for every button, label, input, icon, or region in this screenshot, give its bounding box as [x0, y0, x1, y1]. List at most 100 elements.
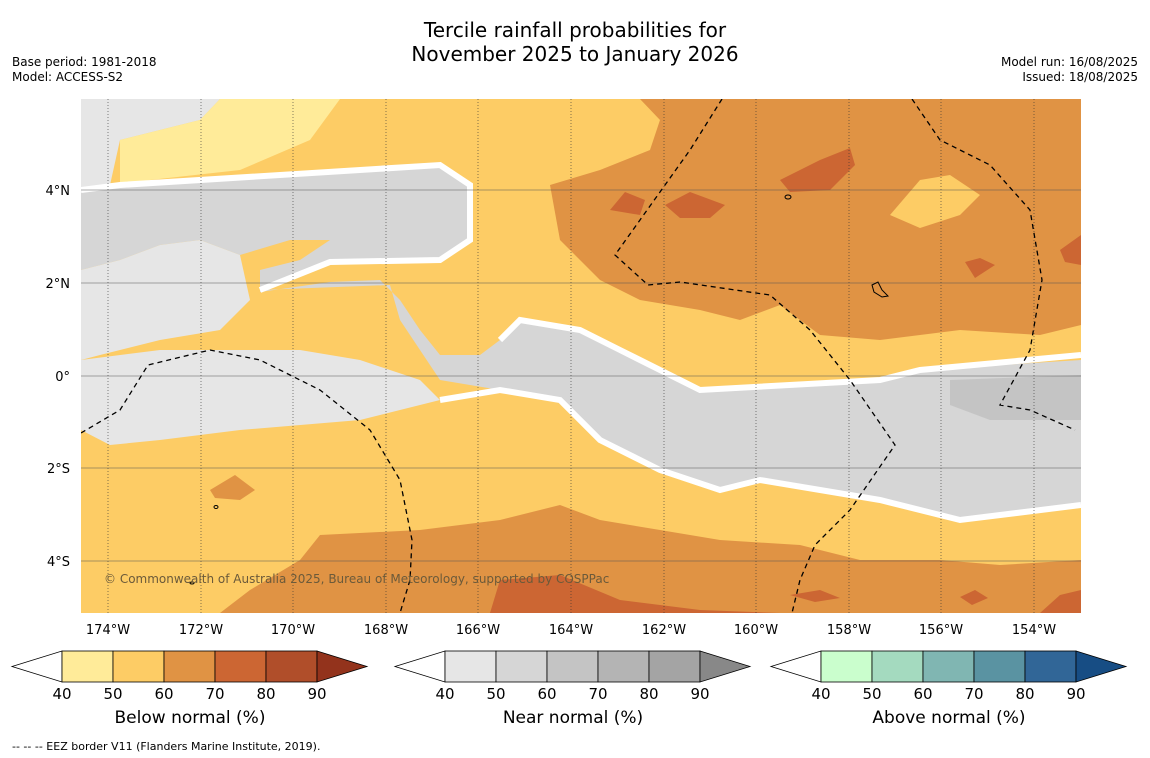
model-run: Model run: 16/08/2025	[1000, 55, 1138, 69]
map-title: Tercile rainfall probabilities for Novem…	[0, 18, 1150, 66]
above-colorbar-segment-50	[871, 650, 924, 683]
lon-tick-160w: 160°W	[734, 623, 778, 638]
near-colorbar-segment-80	[648, 650, 701, 683]
below-normal-50-patch-ne	[890, 175, 980, 228]
near-colorbar-high-arrow	[699, 650, 752, 683]
above-colorbar-tick-70: 70	[964, 685, 983, 703]
near-colorbar-tick-50: 50	[486, 685, 505, 703]
near-colorbar-segment-50	[495, 650, 548, 683]
lon-tick-164w: 164°W	[549, 623, 593, 638]
below-normal-60-region-ne	[550, 99, 1081, 340]
model-info: Base period: 1981-2018 Model: ACCESS-S2	[12, 55, 157, 85]
below-normal-70-patch-ne3	[780, 148, 855, 192]
lon-tick-174w: 174°W	[86, 623, 130, 638]
lat-tick-4s: 4°S	[47, 555, 70, 570]
issued-date: Issued: 18/08/2025	[1022, 70, 1138, 84]
below-normal-70-patch-ne1	[610, 192, 645, 215]
above-normal-label: Above normal (%)	[872, 708, 1026, 728]
lon-tick-162w: 162°W	[642, 623, 686, 638]
below-colorbar-tick-70: 70	[205, 685, 224, 703]
boundary-line-north	[81, 161, 473, 293]
above-colorbar-tick-80: 80	[1015, 685, 1034, 703]
below-normal-70-region-se	[1040, 590, 1081, 613]
above-normal-colorbar: 40 50 60 70 80 90	[769, 650, 1128, 703]
below-normal-40-region-nw	[120, 99, 340, 185]
eez-footnote: -- -- -- EEZ border V11 (Flanders Marine…	[12, 740, 321, 753]
colorbars: 40 50 60 70 80 90 40 50 60 70 80 90 40 50 60 70 80 90	[10, 650, 1128, 703]
eez-borders	[81, 99, 1076, 613]
below-colorbar-tick-40: 40	[52, 685, 71, 703]
below-normal-label: Below normal (%)	[114, 708, 266, 728]
above-colorbar-tick-50: 50	[862, 685, 881, 703]
below-colorbar-segment-40	[61, 650, 114, 683]
lon-tick-158w: 158°W	[827, 623, 871, 638]
above-colorbar-tick-60: 60	[913, 685, 932, 703]
near-colorbar-segment-60	[546, 650, 599, 683]
near-normal-label: Near normal (%)	[502, 708, 644, 728]
above-colorbar-segment-70	[973, 650, 1026, 683]
below-colorbar-tick-80: 80	[256, 685, 275, 703]
near-normal-50-region-main	[81, 165, 1081, 520]
below-colorbar-segment-80	[265, 650, 318, 683]
above-colorbar-segment-40	[820, 650, 873, 683]
lat-tick-0: 0°	[55, 370, 70, 385]
lon-tick-170w: 170°W	[271, 623, 315, 638]
lat-tick-4n: 4°N	[46, 184, 71, 199]
copyright-note: © Commonwealth of Australia 2025, Bureau…	[104, 572, 610, 586]
near-normal-40-region-equator	[81, 350, 440, 445]
title-line-2: November 2025 to January 2026	[411, 42, 739, 66]
near-colorbar-tick-80: 80	[639, 685, 658, 703]
below-colorbar-segment-60	[163, 650, 216, 683]
below-colorbar-high-arrow	[316, 650, 369, 683]
near-normal-40-region-west	[81, 240, 250, 360]
above-colorbar-tick-90: 90	[1066, 685, 1085, 703]
lat-tick-2s: 2°S	[47, 462, 70, 477]
lat-tick-2n: 2°N	[46, 277, 71, 292]
below-colorbar-tick-60: 60	[154, 685, 173, 703]
lon-tick-156w: 156°W	[919, 623, 963, 638]
islands	[189, 194, 890, 585]
below-colorbar-segment-50	[112, 650, 165, 683]
parallel-lines	[81, 189, 1081, 562]
base-period: Base period: 1981-2018	[12, 55, 157, 69]
lon-tick-168w: 168°W	[364, 623, 408, 638]
near-colorbar-segment-70	[597, 650, 650, 683]
lon-tick-172w: 172°W	[179, 623, 223, 638]
above-colorbar-segment-60	[922, 650, 975, 683]
below-normal-70-patch-s	[790, 590, 840, 602]
near-colorbar-segment-40	[444, 650, 497, 683]
lon-tick-166w: 166°W	[456, 623, 500, 638]
above-colorbar-segment-80	[1024, 650, 1077, 683]
near-normal-60-region-east	[950, 375, 1081, 420]
run-info: Model run: 16/08/2025 Issued: 18/08/2025	[1001, 55, 1138, 85]
below-colorbar-segment-70	[214, 650, 267, 683]
boundary-line-equator	[497, 316, 1081, 394]
near-normal-40-region-nw	[81, 99, 220, 190]
below-colorbar-tick-50: 50	[103, 685, 122, 703]
below-colorbar-tick-90: 90	[307, 685, 326, 703]
lat-axis-labels: 4°N 2°N 0° 2°S 4°S	[46, 184, 71, 570]
below-normal-70-patch-ne5	[1060, 235, 1081, 265]
near-normal-colorbar: 40 50 60 70 80 90	[393, 650, 752, 703]
below-normal-70-patch-s2	[960, 590, 988, 605]
model-name: Model: ACCESS-S2	[12, 70, 124, 84]
below-colorbar-low-arrow	[10, 650, 63, 683]
near-colorbar-tick-40: 40	[435, 685, 454, 703]
lon-axis-labels: 174°W 172°W 170°W 168°W 166°W 164°W 162°…	[86, 623, 1056, 638]
near-colorbar-tick-60: 60	[537, 685, 556, 703]
below-normal-colorbar: 40 50 60 70 80 90	[10, 650, 369, 703]
title-line-1: Tercile rainfall probabilities for	[423, 18, 727, 42]
below-normal-70-patch-ne4	[965, 258, 995, 278]
below-normal-70-region-south	[490, 575, 780, 613]
above-colorbar-low-arrow	[769, 650, 822, 683]
near-colorbar-low-arrow	[393, 650, 446, 683]
above-colorbar-tick-40: 40	[811, 685, 830, 703]
below-normal-70-patch-ne2	[665, 192, 725, 218]
map-fill	[81, 99, 1081, 613]
near-colorbar-tick-90: 90	[690, 685, 709, 703]
boundary-line-south	[439, 386, 1081, 524]
near-colorbar-tick-70: 70	[588, 685, 607, 703]
below-normal-60-region-south	[220, 505, 1081, 613]
below-normal-60-patch-sw	[210, 475, 255, 500]
